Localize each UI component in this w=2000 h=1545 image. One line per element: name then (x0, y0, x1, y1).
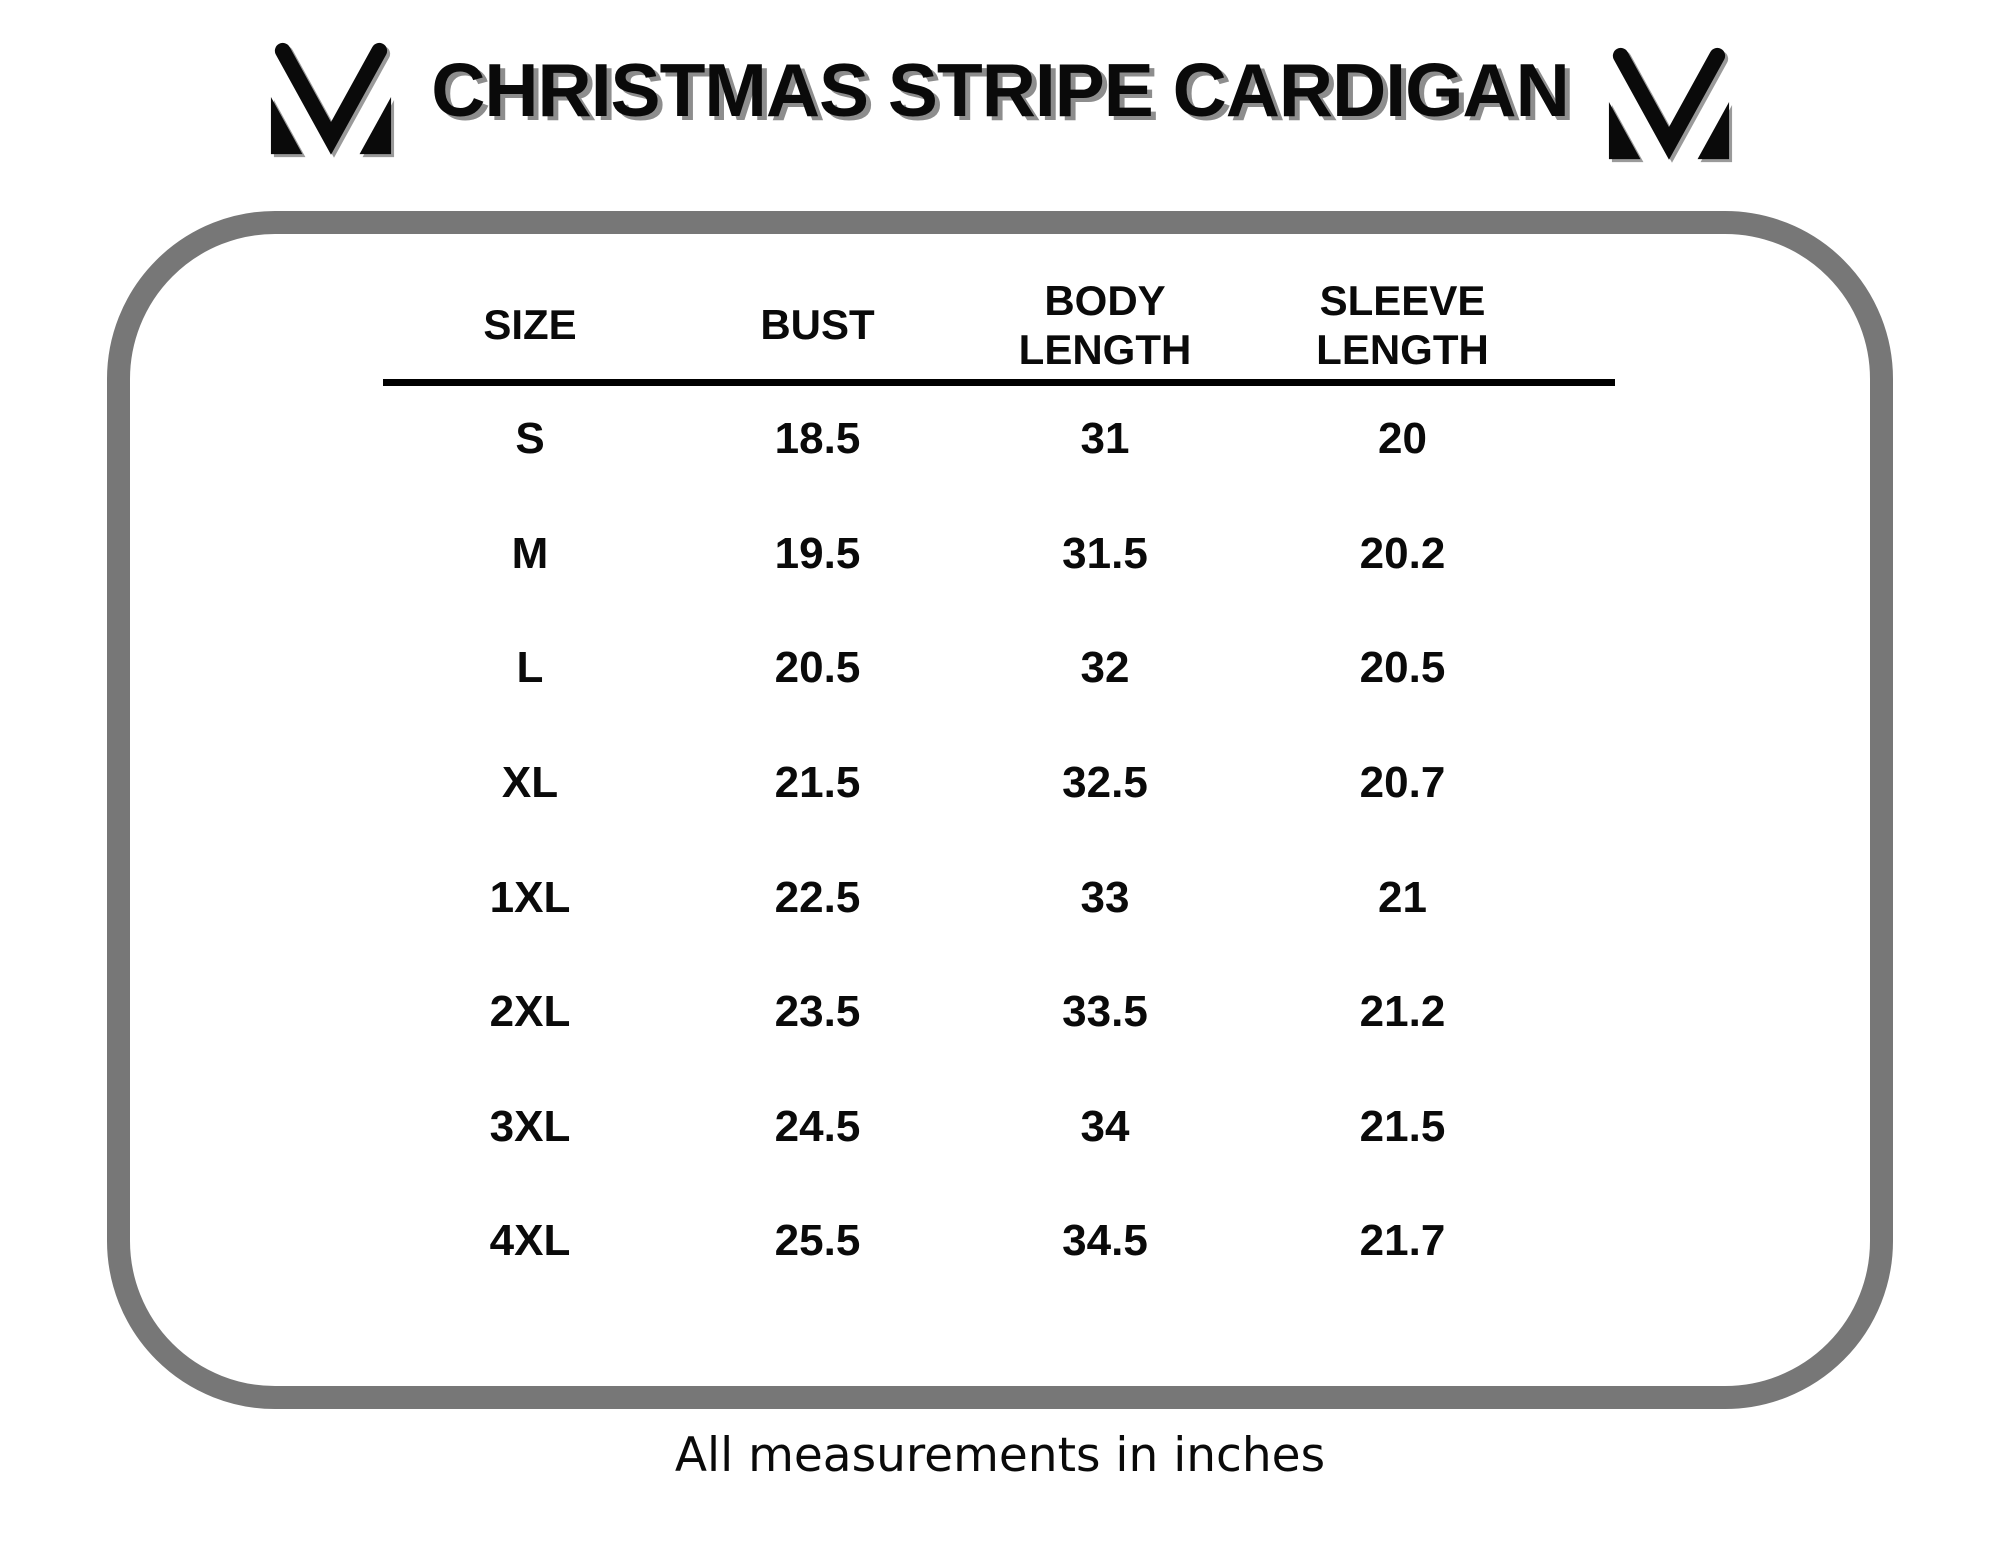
body-length-cell: 31.5 (1062, 528, 1148, 578)
sleeve-length-cell: 20.2 (1359, 528, 1446, 578)
size-chart-panel (107, 211, 1893, 1409)
table-row-3xl: 3XL 24.5 34 21.5 (385, 1070, 1555, 1185)
column-header-body-length: BODY LENGTH (960, 272, 1250, 377)
bust-cell: 24.5 (774, 1101, 861, 1151)
table-row-4xl: 4XL 25.5 34.5 21.7 (385, 1184, 1555, 1299)
size-cell: 3XL (489, 1101, 571, 1151)
bust-cell: 23.5 (774, 987, 861, 1037)
sleeve-length-cell: 21 (1378, 872, 1427, 922)
size-cell: M (511, 528, 549, 578)
column-header-sleeve-length-label: SLEEVE LENGTH (1316, 276, 1489, 373)
header: CHRISTMAS STRIPE CARDIGAN (0, 24, 2000, 172)
table-row-1xl: 1XL 22.5 33 21 (385, 840, 1555, 955)
bust-cell: 21.5 (774, 758, 861, 808)
measurements-note: All measurements in inches (674, 1428, 1326, 1483)
bust-cell: 18.5 (774, 414, 861, 464)
size-cell: 4XL (489, 1216, 571, 1266)
bust-cell: 19.5 (774, 528, 861, 578)
column-header-sleeve-length: SLEEVE LENGTH (1250, 272, 1555, 377)
size-cell: XL (501, 758, 559, 808)
column-header-bust: BUST (675, 272, 960, 377)
body-length-cell: 33 (1080, 872, 1130, 922)
column-header-body-length-label: BODY LENGTH (1018, 276, 1192, 373)
sleeve-length-cell: 21.5 (1359, 1101, 1446, 1151)
sleeve-length-cell: 20.7 (1359, 758, 1446, 808)
size-cell: 1XL (489, 872, 571, 922)
body-length-cell: 32.5 (1062, 758, 1148, 808)
table-row-2xl: 2XL 23.5 33.5 21.2 (385, 955, 1555, 1070)
bust-cell: 20.5 (774, 643, 861, 693)
body-length-cell: 34.5 (1062, 1216, 1148, 1266)
body-length-cell: 34 (1080, 1101, 1130, 1151)
column-header-bust-label: BUST (760, 301, 875, 348)
bust-cell: 22.5 (774, 872, 861, 922)
sleeve-length-cell: 20.5 (1359, 643, 1446, 693)
column-header-size: SIZE (385, 272, 675, 377)
size-chart-header-row: SIZE BUST BODY LENGTH SLEEVE LENGTH (385, 272, 1555, 377)
size-cell: S (515, 414, 545, 464)
page-title: CHRISTMAS STRIPE CARDIGAN (431, 48, 1570, 132)
brand-logo-right-icon (1608, 47, 1729, 160)
brand-logo-left-icon (271, 42, 392, 155)
sleeve-length-cell: 21.2 (1359, 987, 1446, 1037)
column-header-size-label: SIZE (483, 301, 577, 348)
body-length-cell: 31 (1080, 414, 1130, 464)
table-row-l: L 20.5 32 20.5 (385, 611, 1555, 726)
table-row-m: M 19.5 31.5 20.2 (385, 497, 1555, 612)
table-row-s: S 18.5 31 20 (385, 382, 1555, 497)
header-divider-rule (383, 379, 1615, 386)
sleeve-length-cell: 20 (1378, 414, 1427, 464)
table-row-xl: XL 21.5 32.5 20.7 (385, 726, 1555, 841)
sleeve-length-cell: 21.7 (1359, 1216, 1446, 1266)
size-cell: L (516, 643, 544, 693)
size-cell: 2XL (489, 987, 571, 1037)
body-length-cell: 33.5 (1062, 987, 1148, 1037)
bust-cell: 25.5 (774, 1216, 861, 1266)
body-length-cell: 32 (1080, 643, 1130, 693)
size-chart-rows: S 18.5 31 20 M 19.5 31.5 20.2 L 20.5 32 … (385, 382, 1555, 1299)
